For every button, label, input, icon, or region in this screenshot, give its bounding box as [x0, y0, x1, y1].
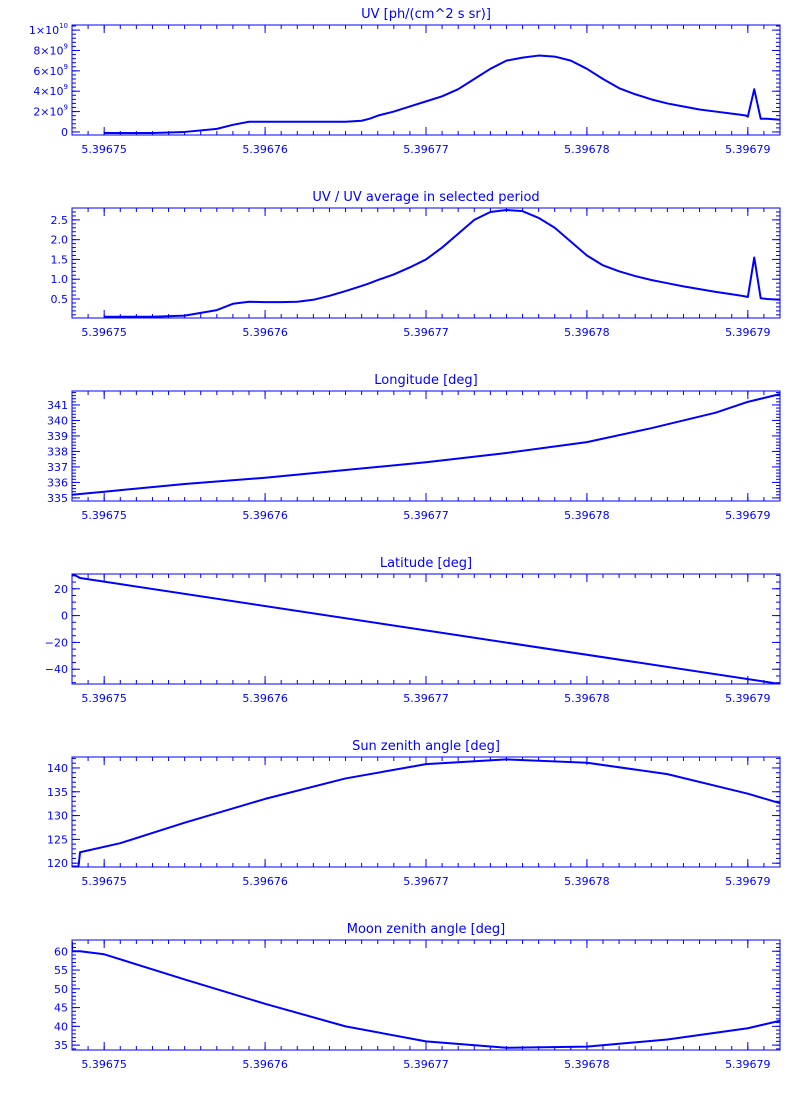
- x-tick-label: 5.39678: [564, 509, 610, 522]
- x-tick-label: 5.39675: [81, 692, 127, 705]
- x-tick-label: 5.39676: [242, 143, 288, 156]
- y-tick-label: 6×109: [33, 63, 68, 78]
- x-tick-label: 5.39677: [403, 143, 449, 156]
- y-tick-label: 125: [47, 833, 68, 846]
- y-tick-label: 1×1010: [29, 22, 68, 37]
- x-tick-label: 5.39677: [403, 326, 449, 339]
- y-tick-label: 338: [47, 445, 68, 458]
- plot-frame: [71, 756, 781, 868]
- x-tick-label: 5.39679: [725, 875, 771, 888]
- y-tick-label: 20: [54, 583, 68, 596]
- x-tick-label: 5.39677: [403, 509, 449, 522]
- y-tick-label: 339: [47, 430, 68, 443]
- y-tick-label: 135: [47, 786, 68, 799]
- x-tick-label: 5.39677: [403, 875, 449, 888]
- plot-frame: [71, 939, 781, 1051]
- chart-title: Longitude [deg]: [374, 373, 477, 388]
- chart-panel-2: UV / UV average in selected period 5.3967…: [51, 190, 781, 339]
- y-tick-label: 340: [47, 414, 68, 427]
- x-tick-label: 5.39679: [725, 143, 771, 156]
- y-tick-label: 336: [47, 476, 68, 489]
- series-line: [72, 758, 780, 867]
- y-tick-label: 2.5: [51, 214, 69, 227]
- y-tick-label: 60: [54, 945, 68, 958]
- series-line: [72, 941, 780, 1049]
- y-tick-label: 50: [54, 983, 68, 996]
- y-tick-label: 40: [54, 1020, 68, 1033]
- x-tick-label: 5.39675: [81, 1058, 127, 1071]
- chart-title: UV [ph/(cm^2 s sr)]: [361, 7, 491, 22]
- y-tick-label: 337: [47, 461, 68, 474]
- y-tick-label: 130: [47, 810, 68, 823]
- y-tick-label: 55: [54, 964, 68, 977]
- y-tick-label: 0.5: [51, 293, 69, 306]
- chart-panel-5: Sun zenith angle [deg] 5.39675 5.39676 5.39…: [47, 739, 781, 888]
- x-tick-label: 5.39678: [564, 692, 610, 705]
- plot-frame: [71, 207, 781, 319]
- series-line: [72, 574, 780, 684]
- y-tick-label: 1.5: [51, 253, 69, 266]
- y-tick-label: 0: [61, 126, 68, 139]
- series-line: [104, 208, 780, 318]
- x-tick-label: 5.39677: [403, 692, 449, 705]
- x-tick-label: 5.39675: [81, 875, 127, 888]
- x-tick-label: 5.39679: [725, 509, 771, 522]
- chart-title: Sun zenith angle [deg]: [352, 739, 500, 754]
- x-tick-label: 5.39679: [725, 326, 771, 339]
- chart-panel-4: Latitude [deg] 5.39675 5.39676 5.39677 5.396…: [45, 556, 781, 705]
- y-tick-label: 341: [47, 399, 68, 412]
- y-tick-label: 1.0: [51, 273, 69, 286]
- x-tick-label: 5.39676: [242, 692, 288, 705]
- chart-panel-1: UV [ph/(cm^2 s sr)] 5.39675 5.39676 5.39677…: [29, 7, 781, 156]
- x-tick-label: 5.39679: [725, 692, 771, 705]
- y-tick-label: 335: [47, 492, 68, 505]
- x-tick-label: 5.39679: [725, 1058, 771, 1071]
- x-tick-label: 5.39675: [81, 143, 127, 156]
- x-tick-label: 5.39675: [81, 326, 127, 339]
- chart-title: Latitude [deg]: [380, 556, 472, 571]
- y-tick-label: 2×109: [33, 104, 68, 119]
- x-tick-label: 5.39675: [81, 509, 127, 522]
- x-tick-label: 5.39677: [403, 1058, 449, 1071]
- y-tick-label: 45: [54, 1002, 68, 1015]
- y-tick-label: 140: [47, 762, 68, 775]
- y-tick-label: −40: [45, 663, 68, 676]
- plot-frame: [71, 24, 781, 136]
- chart-panel-3: Longitude [deg] 5.39675 5.39676 5.39677 5.39…: [47, 373, 781, 522]
- y-tick-label: 2.0: [51, 234, 69, 247]
- series-line: [72, 393, 780, 496]
- x-tick-label: 5.39678: [564, 326, 610, 339]
- y-tick-label: 120: [47, 857, 68, 870]
- y-tick-label: 0: [61, 610, 68, 623]
- x-tick-label: 5.39676: [242, 875, 288, 888]
- y-tick-label: 35: [54, 1039, 68, 1052]
- x-tick-label: 5.39676: [242, 509, 288, 522]
- y-tick-label: −20: [45, 636, 68, 649]
- x-tick-label: 5.39678: [564, 1058, 610, 1071]
- x-tick-label: 5.39678: [564, 875, 610, 888]
- chart-panel-6: Moon zenith angle [deg] 5.39675 5.39676 5.3…: [54, 922, 781, 1071]
- chart-title: Moon zenith angle [deg]: [347, 922, 505, 937]
- y-tick-label: 8×109: [33, 42, 68, 57]
- x-tick-label: 5.39676: [242, 326, 288, 339]
- x-tick-label: 5.39676: [242, 1058, 288, 1071]
- series-line: [104, 54, 780, 134]
- x-tick-label: 5.39678: [564, 143, 610, 156]
- y-tick-label: 4×109: [33, 83, 68, 98]
- chart-title: UV / UV average in selected period: [312, 190, 539, 205]
